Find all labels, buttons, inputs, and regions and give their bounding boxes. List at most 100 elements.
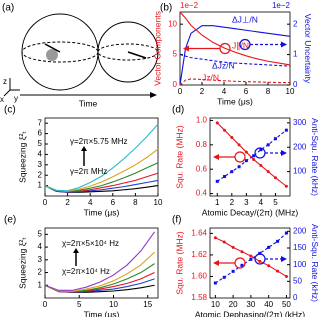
series-line (179, 54, 291, 67)
x-tick-label: 10 (211, 300, 220, 309)
x-tick-label: 2 (200, 87, 205, 96)
series-line (44, 123, 159, 192)
y-tick-label: 1.62 (191, 250, 207, 259)
y-axis-label: Vector Components (152, 11, 162, 86)
arrow-head (213, 154, 219, 160)
y-tick-label: 3 (38, 160, 43, 169)
y2-tick-label: 0 (293, 293, 298, 302)
y-tick-label: 2 (38, 170, 43, 179)
axis-line (3, 89, 11, 97)
annotation: χ=2π×10⁴ Hz (62, 267, 110, 276)
arrow-head (281, 256, 287, 262)
x-tick-label: 4 (222, 87, 227, 96)
series-line (44, 231, 156, 291)
y2-tick-label: 2 (293, 19, 298, 28)
y2-tick-label: 150 (293, 243, 307, 252)
y-tick-label: 0.8 (196, 140, 208, 149)
x-tick-label: 0 (178, 87, 183, 96)
point (213, 236, 217, 240)
spin-vector (44, 43, 61, 53)
x-axis-label: Atomic Dephasing/(2π) (kHz) (195, 309, 305, 317)
arrow-head (183, 45, 189, 52)
y-axis-label: Squ. Rate (MHz) (174, 125, 184, 188)
series-line (216, 129, 287, 182)
y-tick-label: 6 (38, 129, 43, 138)
y-scale-label: 1e−2 (180, 1, 199, 10)
point (259, 164, 263, 168)
point (249, 257, 253, 261)
x-tick-label: 10 (286, 87, 295, 96)
point (237, 165, 241, 169)
point (259, 148, 263, 152)
point (231, 269, 235, 273)
x-tick-label: 30 (246, 300, 255, 309)
y-tick-label: 1.64 (191, 228, 207, 237)
x-axis-label: Atomic Decay/(2π) (MHz) (202, 207, 299, 217)
arrow-head (281, 150, 287, 156)
y-tick-label: 4 (38, 242, 43, 251)
axis-name: y (14, 94, 18, 103)
x-tick-label: 5 (77, 300, 82, 309)
y2-tick-label: 1 (293, 50, 298, 59)
point (276, 269, 280, 273)
y2-tick-label: 300 (293, 118, 307, 127)
panel-label: (b) (160, 3, 172, 14)
y-tick-label: 1.60 (191, 272, 207, 281)
arrow-head (150, 92, 157, 98)
panel-label: (e) (4, 215, 16, 226)
point (252, 157, 256, 161)
x-tick-label: 10 (109, 300, 118, 309)
point (284, 231, 288, 235)
y-axis-label: Squeezing ξ²ₜ (17, 131, 27, 183)
point (222, 240, 226, 244)
annotation: χ=2π×5×10⁴ Hz (62, 239, 119, 248)
y-tick-label: 1 (38, 280, 43, 289)
axis-name: x (0, 95, 4, 104)
y2-scale-label: 1e−2 (272, 1, 291, 10)
point (244, 159, 248, 163)
point (267, 264, 271, 268)
point (284, 274, 288, 278)
x-tick-label: 0 (43, 198, 48, 207)
point (276, 239, 280, 243)
point (230, 136, 234, 139)
arrow-head (81, 146, 87, 151)
x-axis-label: Time (μs) (84, 207, 120, 217)
x-tick-label: 10 (154, 198, 163, 207)
point (249, 254, 253, 258)
x-tick-label: 4 (259, 198, 264, 207)
x-axis-label: Time (μs) (217, 96, 253, 106)
arrow-head (281, 41, 287, 48)
y-tick-label: 1.0 (196, 116, 208, 125)
annotation: γ=2π×5.75 MHz (70, 137, 128, 146)
y2-tick-label: 100 (293, 167, 307, 176)
x-tick-label: 15 (143, 300, 152, 309)
point (284, 184, 288, 188)
point (266, 170, 270, 174)
y-tick-label: 7 (38, 118, 43, 127)
plot-frame (44, 117, 159, 197)
series-label: Jz/N (202, 72, 219, 82)
equator (97, 43, 159, 61)
y2-tick-label: 200 (293, 226, 307, 235)
state-blob (46, 49, 58, 61)
point (267, 245, 271, 249)
point (244, 150, 248, 154)
annotation: γ=2π MHz (70, 167, 107, 176)
panel-label: (d) (172, 105, 184, 116)
series-label: ΔJz/N (212, 60, 235, 70)
point (273, 176, 277, 180)
panel-label: (f) (172, 215, 181, 226)
y-tick-label: 5 (38, 139, 43, 148)
point (231, 245, 235, 249)
arrow-head (73, 248, 79, 253)
plot-frame (44, 227, 159, 299)
series-line (44, 251, 155, 292)
x-tick-label: 8 (266, 87, 271, 96)
point (213, 281, 217, 285)
spin-vector (127, 51, 147, 59)
series-line (216, 122, 287, 187)
point (240, 263, 244, 267)
series-marker-ring (234, 257, 246, 269)
plot-frame (209, 117, 291, 197)
